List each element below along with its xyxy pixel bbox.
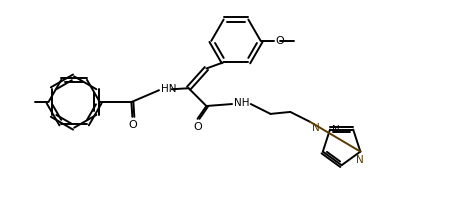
Text: O: O [128,120,137,130]
Text: N: N [312,123,320,133]
Text: O: O [193,122,202,132]
Text: O: O [276,36,284,46]
Text: N: N [357,155,364,165]
Text: HN: HN [161,84,177,94]
Text: NH: NH [234,98,250,108]
Text: N: N [332,125,340,135]
